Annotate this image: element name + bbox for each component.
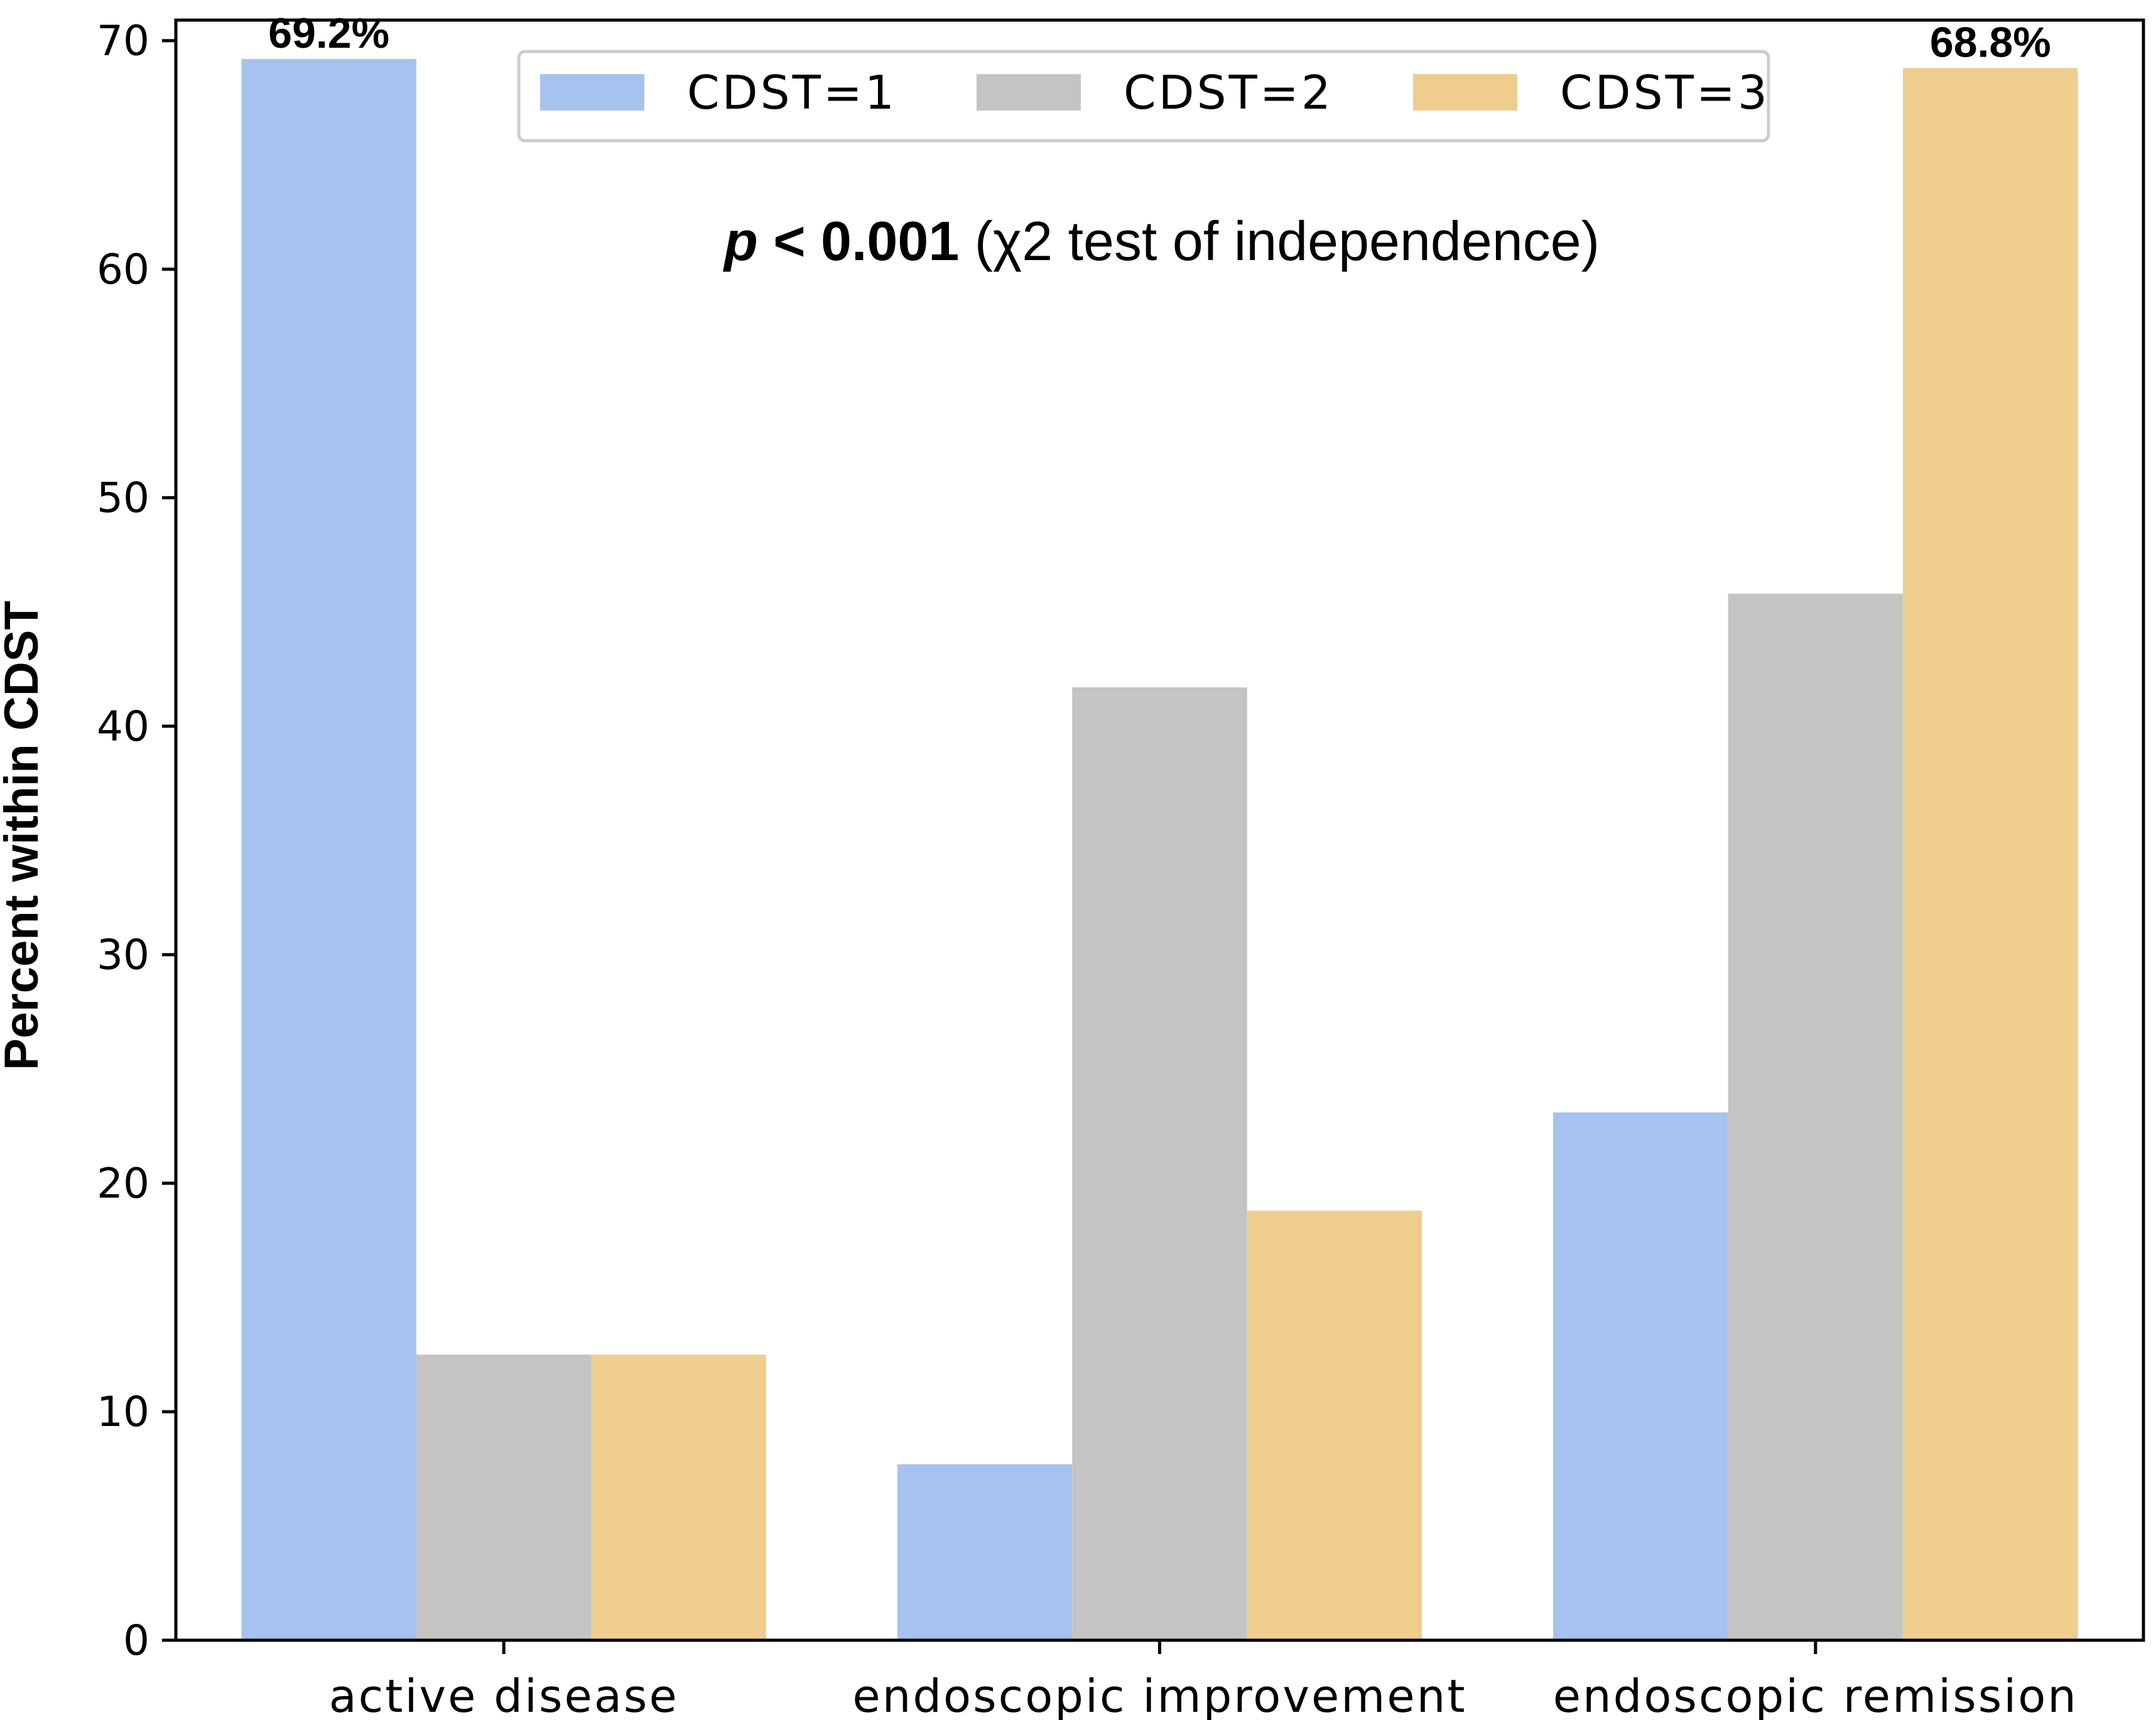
y-tick-label: 20 <box>97 1159 149 1207</box>
bar-cdst1-1 <box>897 1464 1073 1640</box>
y-tick-label: 70 <box>97 17 149 65</box>
bar-cdst1-0 <box>241 58 416 1640</box>
x-tick-label: endoscopic improvement <box>852 1670 1466 1720</box>
y-axis-label: Percent within CDST <box>0 601 48 1070</box>
bar-cdst3-0 <box>591 1354 766 1640</box>
data-label-1: 68.8% <box>1930 18 2051 66</box>
legend-box <box>517 50 1770 143</box>
y-tick-label: 60 <box>97 245 149 293</box>
bar-cdst3-1 <box>1247 1211 1422 1640</box>
legend: CDST=1 CDST=2 CDST=3 <box>517 50 1770 143</box>
y-axis: 0 10 20 30 40 50 60 70 <box>97 17 176 1665</box>
significance-annotation: p < 0.001 (χ2 test of independence) <box>723 210 1600 272</box>
legend-swatch <box>1413 74 1517 111</box>
bar-cdst3-2 <box>1903 68 2078 1640</box>
x-tick-label: active disease <box>329 1670 679 1720</box>
y-tick-label: 10 <box>97 1388 149 1436</box>
legend-items: CDST=1 CDST=2 CDST=3 <box>540 66 1770 120</box>
x-tick-label: endoscopic remission <box>1553 1670 2078 1720</box>
bars-layer <box>241 58 2078 1641</box>
bar-cdst2-2 <box>1728 594 1904 1641</box>
y-tick-label: 50 <box>97 474 149 522</box>
legend-label: CDST=3 <box>1560 66 1770 120</box>
annotation-p: p <box>723 210 758 272</box>
y-tick-label: 30 <box>97 931 149 979</box>
x-axis: active disease endoscopic improvement endo… <box>329 1640 2078 1720</box>
y-tick-label: 40 <box>97 702 149 751</box>
bar-cdst2-1 <box>1072 687 1247 1640</box>
legend-label: CDST=2 <box>1124 66 1333 120</box>
legend-label: CDST=1 <box>687 66 897 120</box>
y-tick-label: 0 <box>123 1616 149 1665</box>
legend-swatch <box>977 74 1081 111</box>
bar-cdst1-2 <box>1553 1112 1728 1640</box>
data-label-0: 69.2% <box>268 9 389 57</box>
data-labels-layer: 69.2% 68.8% <box>268 9 2050 67</box>
legend-swatch <box>540 74 644 111</box>
annotation-test: (χ2 test of independence) <box>959 210 1600 272</box>
annotation-threshold: < 0.001 <box>758 210 960 272</box>
bar-cdst2-0 <box>416 1354 592 1640</box>
